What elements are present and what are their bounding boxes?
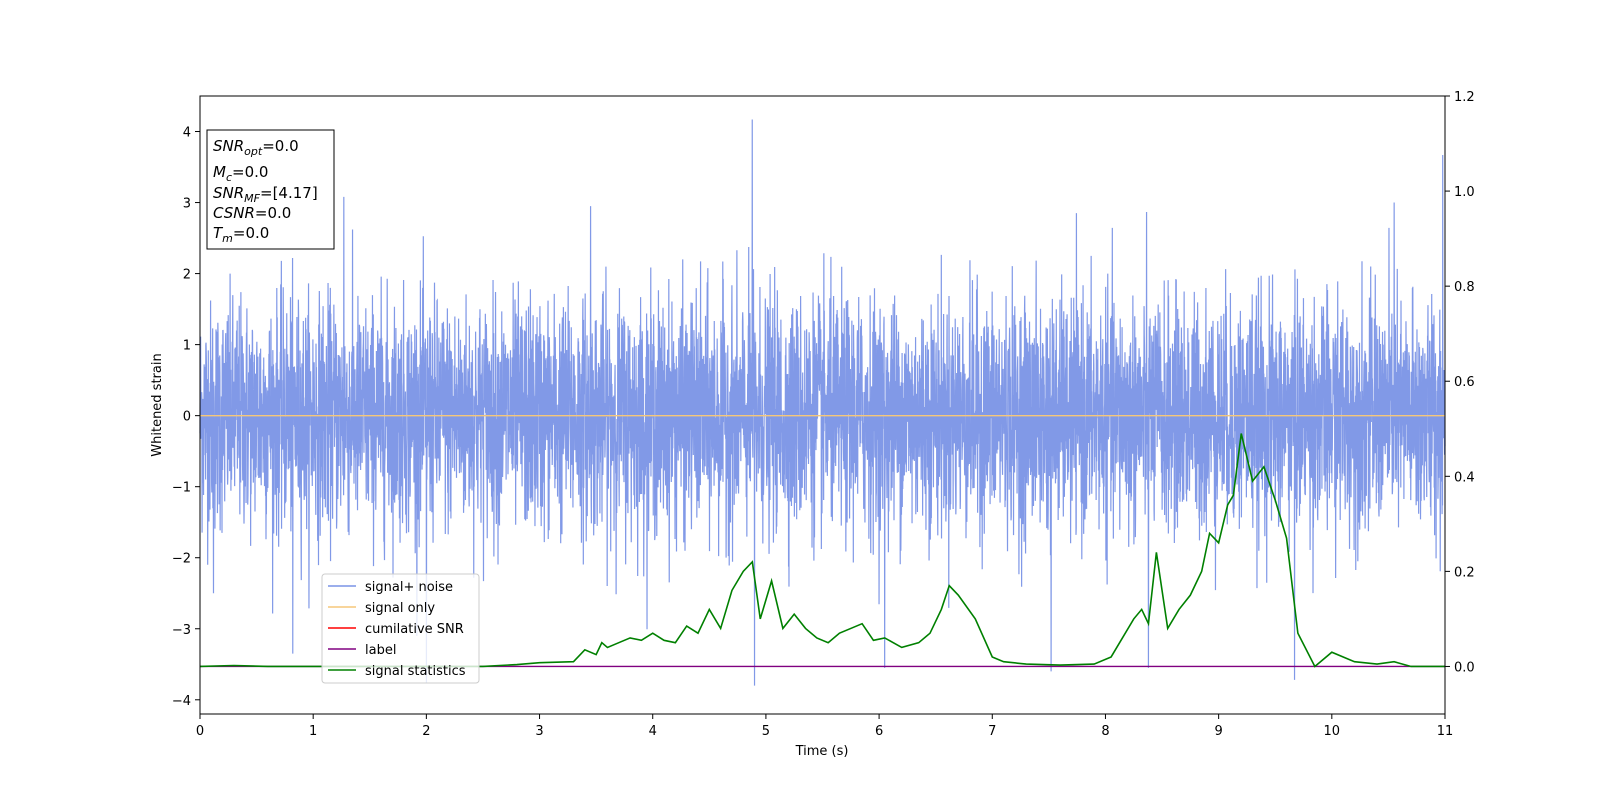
annotation-symbol: M [213,163,226,181]
y-axis-label: Whitened strain [150,353,165,456]
x-tick-label: 4 [649,724,657,739]
annotation-symbol: SNR [213,137,244,155]
y-tick-label: 4 [183,126,191,141]
y-tick-label: 0 [183,410,191,425]
annotation-value: =[4.17] [260,184,318,202]
y-tick-label: −2 [172,552,191,567]
y-tick-label: −1 [172,481,191,496]
annotation-subscript: opt [244,145,263,158]
x-tick-label: 3 [535,724,543,739]
annotation-frame [206,129,335,250]
x-tick-label: 2 [422,724,430,739]
legend-entry: signal+ noise [365,580,453,595]
annotation-line: CSNR=0.0 [213,204,291,222]
series-line-4 [199,433,1445,668]
x-tick-label: 10 [1324,724,1341,739]
legend-entry: cumilative SNR [365,622,464,637]
legend: signal+ noise signal only cumilative SNR la… [321,573,480,684]
y-tick-label: 2 [183,268,191,283]
annotation-line: SNRopt=0.0 [213,137,299,158]
x-tick-label: 7 [988,724,996,739]
series-signal-noise [199,119,1446,686]
annotation-value: =0.0 [255,204,291,222]
x-tick-label: 11 [1437,724,1454,739]
annotation-line: Tm=0.0 [213,224,269,245]
y-axis-right: 0.0 0.2 0.4 0.6 0.8 1.0 1.2 [1445,90,1475,675]
y2-tick-label: 1.0 [1454,185,1475,200]
y2-tick-label: 0.6 [1454,375,1475,390]
legend-entry: signal only [365,601,435,616]
x-tick-label: 8 [1101,724,1109,739]
y2-tick-label: 0.2 [1454,565,1475,580]
x-tick-label: 9 [1214,724,1222,739]
annotation-symbol: SNR [213,184,244,202]
x-tick-label: 1 [309,724,317,739]
x-tick-label: 5 [762,724,770,739]
annotation-line: Mc=0.0 [213,163,268,184]
y-tick-label: 1 [183,339,191,354]
y-tick-label: 3 [183,197,191,212]
y2-tick-label: 0.8 [1454,280,1475,295]
annotation-subscript: m [222,232,233,245]
x-tick-label: 6 [875,724,883,739]
annotation-line: SNRMF=[4.17] [213,184,318,205]
y-axis-left: −4 −3 −2 −1 0 1 2 3 4 [172,126,200,709]
annotation-value: =0.0 [232,163,268,181]
y2-tick-label: 1.2 [1454,90,1475,105]
annotation-value: =0.0 [262,137,298,155]
annotation-symbol: CSNR [213,204,255,222]
y-tick-label: −3 [172,623,191,638]
y2-tick-label: 0.0 [1454,660,1475,675]
legend-frame [321,573,480,684]
y-tick-label: −4 [172,694,191,709]
legend-entry: signal statistics [365,664,466,679]
x-tick-label: 0 [196,724,204,739]
annotation-value: =0.0 [233,224,269,242]
annotation-subscript: MF [244,192,260,205]
annotation-subscript: c [226,171,232,184]
annotation-symbol: T [213,224,224,242]
x-axis-label: Time (s) [795,744,849,759]
signal-noise-line [199,119,1446,686]
axes-frame [199,95,1446,715]
legend-entry: label [365,643,396,658]
y2-tick-label: 0.4 [1454,470,1475,485]
x-axis: 0 1 2 3 4 5 6 7 8 9 10 11 [196,714,1453,739]
annotation-box: SNRopt=0.0Mc=0.0SNRMF=[4.17]CSNR=0.0Tm=0… [206,129,335,250]
